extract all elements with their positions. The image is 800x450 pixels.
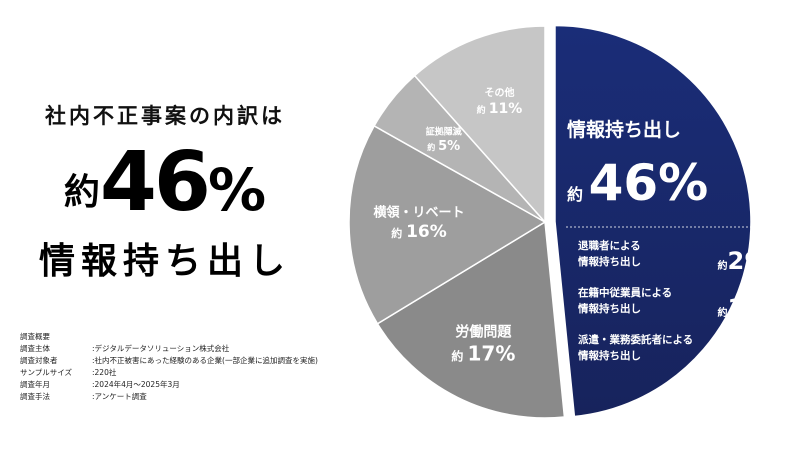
survey-key: 調査対象者 xyxy=(20,356,58,365)
pie-slice xyxy=(348,124,547,325)
survey-title: 調査概要 xyxy=(20,332,50,341)
headline-percent: % xyxy=(208,156,267,224)
headline-prefix: 約 xyxy=(63,172,100,213)
slice-value: 約 16% xyxy=(391,222,447,242)
breakdown-label: 派遣・業務委託者による xyxy=(578,333,693,346)
breakdown-value: 約2% xyxy=(734,341,785,369)
survey-row: 調査対象者 :社内不正被害にあった経験のある企業(一部企業に追加調査を実施) xyxy=(20,355,318,367)
survey-value: :デジタルデータソリューション株式会社 xyxy=(92,344,230,353)
headline-panel: 社内不正事案の内訳は 約46% 情報持ち出し xyxy=(0,0,330,450)
headline-lead: 社内不正事案の内訳は xyxy=(45,104,285,128)
breakdown-value: 約29% xyxy=(718,247,785,275)
breakdown-label: 在籍中従業員による xyxy=(578,286,672,299)
survey-key: 調査手法 xyxy=(20,392,50,401)
survey-value: :220社 xyxy=(92,368,117,377)
breakdown-label: 情報持ち出し xyxy=(578,349,641,362)
breakdown-label: 情報持ち出し xyxy=(578,302,641,315)
slice-label: その他 xyxy=(484,86,514,99)
survey-row: サンプルサイズ :220社 xyxy=(20,367,318,379)
pie-slice xyxy=(376,220,566,419)
pie-slice xyxy=(413,25,546,224)
survey-key: 調査年月 xyxy=(20,380,50,389)
slice-value: 約 11% xyxy=(477,101,523,117)
survey-key: 調査主体 xyxy=(20,344,50,353)
survey-value: :アンケート調査 xyxy=(92,392,147,401)
main-slice-name: 情報持ち出し xyxy=(567,118,681,141)
breakdown-label: 退職者による xyxy=(578,239,641,252)
slice-value: 約 17% xyxy=(451,341,515,365)
survey-overview: 調査概要 調査主体 :デジタルデータソリューション株式会社 調査対象者 :社内不正被… xyxy=(20,331,318,403)
main-slice-value: 約 46% xyxy=(567,154,708,212)
breakdown-value: 約15% xyxy=(718,294,785,322)
survey-row: 調査主体 :デジタルデータソリューション株式会社 xyxy=(20,343,318,355)
slice-label: 労働問題 xyxy=(455,323,512,340)
slice-label: 横領・リベート xyxy=(374,204,465,220)
slice-label: 証拠隠滅 xyxy=(426,126,462,138)
survey-value: :社内不正被害にあった経験のある企業(一部企業に追加調査を実施) xyxy=(92,356,318,365)
survey-row: 調査手法 :アンケート調査 xyxy=(20,391,318,403)
survey-key: サンプルサイズ xyxy=(20,368,73,377)
headline-number: 46 xyxy=(99,135,211,230)
headline-category: 情報持ち出し xyxy=(38,241,291,282)
survey-value: :2024年4月〜2025年3月 xyxy=(92,380,180,389)
headline-figure: 約46% xyxy=(0,142,330,224)
breakdown-label: 情報持ち出し xyxy=(578,255,641,268)
survey-row: 調査年月 :2024年4月〜2025年3月 xyxy=(20,379,318,391)
pie-slice xyxy=(554,24,752,418)
slice-value: 約 5% xyxy=(427,139,460,154)
